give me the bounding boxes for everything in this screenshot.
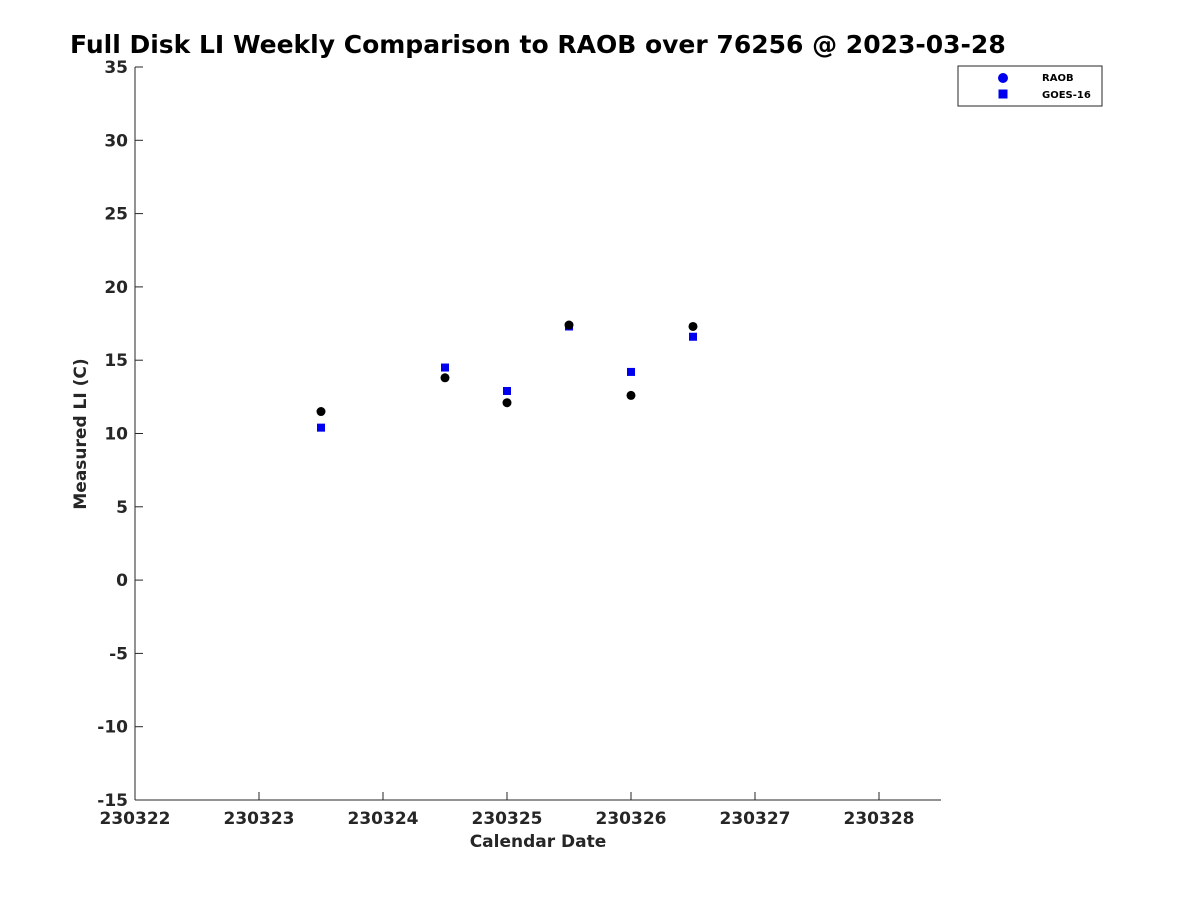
point-goes16	[627, 367, 635, 376]
y-axis-label: Measured LI (C)	[71, 358, 91, 509]
point-raob	[316, 407, 326, 417]
y-tick-label: 20	[104, 278, 128, 298]
legend-label-raob: RAOB	[1042, 73, 1074, 84]
y-tick-label: 5	[116, 498, 128, 518]
y-tick-label: -5	[109, 644, 128, 664]
x-tick-label: 230325	[472, 809, 543, 829]
data-points	[316, 320, 698, 432]
y-tick-label: 10	[104, 425, 128, 445]
y-tick-label: -10	[97, 718, 128, 738]
point-raob	[564, 320, 574, 330]
legend-box	[957, 65, 1103, 107]
point-raob	[502, 398, 512, 408]
y-tick-label: 35	[104, 58, 128, 78]
point-goes16	[317, 423, 325, 432]
x-tick-label: 230323	[224, 809, 295, 829]
y-tick-label: -15	[97, 791, 128, 811]
legend-marker-goes16	[998, 89, 1008, 99]
x-ticks: 230322 230323 230324 230325 230326 230327 2303…	[100, 792, 915, 829]
point-raob	[440, 373, 450, 383]
point-goes16	[503, 386, 511, 395]
x-tick-label: 230324	[348, 809, 419, 829]
legend-label-goes16: GOES-16	[1042, 90, 1091, 101]
point-raob	[626, 390, 636, 400]
y-tick-label: 15	[104, 351, 128, 371]
legend-marker-raob	[998, 73, 1008, 83]
x-tick-label: 230326	[596, 809, 667, 829]
chart-title: Full Disk LI Weekly Comparison to RAOB o…	[70, 30, 1006, 59]
point-goes16	[441, 363, 449, 372]
x-tick-label: 230328	[844, 809, 915, 829]
point-goes16	[689, 332, 697, 341]
y-ticks: -15 -10 -5 0 5 10 15 20 25 30 35	[97, 58, 143, 811]
x-tick-label: 230327	[720, 809, 791, 829]
y-tick-label: 0	[116, 571, 128, 591]
x-tick-label: 230322	[100, 809, 171, 829]
x-axis-label: Calendar Date	[470, 832, 607, 852]
legend: RAOB GOES-16	[957, 65, 1103, 107]
axes	[134, 67, 941, 801]
point-raob	[688, 321, 698, 331]
y-tick-label: 30	[104, 131, 128, 151]
y-tick-label: 25	[104, 205, 128, 225]
